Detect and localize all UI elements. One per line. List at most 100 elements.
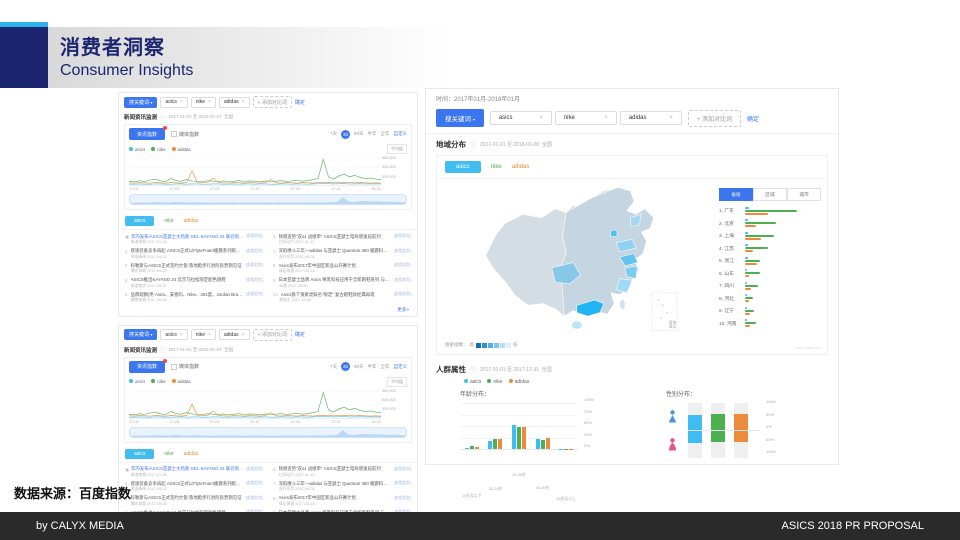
news-item[interactable]: 2. 疾速装备竞争再起 ASICS正式以FlyteFoam缓震系列跑鞋抢占中端“… (125, 480, 263, 492)
tab-nike[interactable]: nike (164, 450, 174, 457)
more-link[interactable]: 更多> (397, 306, 409, 312)
search-keyword-button[interactable]: 搜关键词 ▾ (436, 109, 484, 127)
view-trend-link[interactable]: [查看趋势] (245, 234, 263, 238)
news-item[interactable]: 3. 科勒斯与ASICS正式签约大使 落地跑步行进阶段营销见证 [查看趋势] 腾… (125, 495, 263, 506)
keyword-chip-asics[interactable]: asics × (489, 111, 552, 125)
remove-keyword-icon[interactable]: × (241, 331, 245, 338)
tab-asics[interactable]: asics (125, 448, 155, 459)
rank-row[interactable]: 7. 四川 (719, 280, 821, 291)
tab-asics[interactable]: asics (125, 216, 155, 226)
confirm-button[interactable]: 确定 (294, 332, 305, 338)
view-trend-link[interactable]: [查看趋势] (393, 263, 411, 267)
rank-row[interactable]: 6. 山东 (719, 268, 821, 279)
view-trend-link[interactable]: [查看趋势] (245, 495, 263, 500)
view-trend-link[interactable]: [查看趋势] (393, 292, 411, 296)
keyword-chip-nike[interactable]: nike × (190, 329, 216, 340)
news-item[interactable]: ▣ 年内发布!ASICS亚瑟士大热款 GEL-KAYANO 24 联名限定款回顾… (125, 466, 263, 477)
period-半年[interactable]: 半年 (367, 131, 377, 136)
view-trend-link[interactable]: [查看趋势] (245, 277, 263, 282)
tab-asics[interactable]: asics (445, 161, 481, 173)
news-item[interactable]: 5. 品牌观察|用 Asics、安德玛、Nike、361度、Jordan Bra… (125, 291, 263, 303)
remove-keyword-icon[interactable]: × (179, 99, 183, 105)
news-item[interactable]: 2. 疾速装备竞争再起 ASICS正式以FlyteFoam缓震系列跑鞋抢占中端“… (125, 248, 263, 259)
view-trend-link[interactable]: [查看趋势] (393, 495, 411, 500)
remove-keyword-icon[interactable]: × (539, 115, 543, 121)
rank-tab-城市[interactable]: 城市 (787, 188, 821, 201)
news-title[interactable]: ASICS推出KAYANO 24 北京马拉松限定配色跑鞋 (130, 277, 226, 282)
view-trend-link[interactable]: [查看趋势] (245, 466, 263, 471)
view-trend-link[interactable]: [查看趋势] (393, 277, 411, 282)
keyword-chip-nike[interactable]: nike × (190, 96, 216, 108)
media-index-checkbox[interactable]: 媒体指数 (171, 363, 199, 370)
period-30天[interactable]: 30 (340, 362, 350, 371)
period-30天[interactable]: 30 (340, 129, 350, 139)
news-item[interactable]: 10. Asics旗下鬼冢虎联名“限定” 复古跑鞋款经典再现 [查看趋势] 潮流… (273, 291, 411, 303)
news-title[interactable]: 疾速装备竞争再起 ASICS正式以FlyteFoam缓震系列跑鞋抢占中端“跑道” (130, 480, 244, 486)
time-brush[interactable] (129, 194, 407, 205)
news-title[interactable]: Asics发布2017年中国区新品公开赛计划 (278, 495, 356, 500)
news-title[interactable]: 品牌观察|用 Asics、安德玛、Nike、361度、Jordan Brand … (130, 291, 244, 297)
period-全年[interactable]: 全年 (380, 131, 390, 136)
index-type-button[interactable]: 资讯指数 (129, 126, 168, 140)
remove-keyword-icon[interactable]: × (179, 331, 183, 338)
news-item[interactable]: 8. Asics发布2017年中国区新品公开赛计划 [查看趋势] 体坛周报 20… (273, 495, 411, 506)
news-item[interactable]: 7. 深陷缠斗三年—adidas 与亚瑟士 Quantum 360 缓震科技 主… (273, 480, 411, 492)
remove-keyword-icon[interactable]: × (207, 331, 211, 338)
period-90天[interactable]: 90天 (353, 363, 364, 369)
news-title[interactable]: 年内发布!ASICS亚瑟士大热款 GEL-KAYANO 24 联名限定款回顾 (130, 233, 244, 239)
news-title[interactable]: 频频造势“双11 战绩单” ASICS亚瑟士电商增速居前列 (278, 233, 381, 239)
rank-row[interactable]: 2. 北京 (719, 218, 821, 229)
search-keyword-button[interactable]: 搜关键词 ▾ (124, 96, 158, 108)
keyword-chip-nike[interactable]: nike × (554, 111, 617, 125)
news-title[interactable]: 深陷缠斗三年—adidas 与亚瑟士 Quantum 360 缓震科技 主打潮流… (278, 248, 392, 253)
period-7天[interactable]: 7天 (329, 363, 337, 369)
rank-row[interactable]: 8. 河北 (719, 293, 821, 304)
view-trend-link[interactable]: [查看趋势] (393, 234, 411, 238)
tab-nike[interactable]: nike (490, 164, 502, 170)
news-title[interactable]: Asics旗下鬼冢虎联名“限定” 复古跑鞋款经典再现 (280, 291, 375, 297)
rank-row[interactable]: 9. 辽宁 (719, 305, 821, 316)
view-trend-link[interactable]: [查看趋势] (393, 481, 411, 485)
period-全年[interactable]: 全年 (380, 363, 390, 369)
tab-adidas[interactable]: adidas (511, 164, 530, 170)
news-title[interactable]: Asics发布2017年中国区新品公开赛计划 (278, 262, 356, 268)
remove-keyword-icon[interactable]: × (241, 99, 245, 105)
period-自定义[interactable]: 自定义 (393, 131, 408, 136)
add-compare-button[interactable]: + 添加对比词 (252, 96, 292, 108)
rank-tab-省份[interactable]: 省份 (719, 188, 753, 201)
news-item[interactable]: 6. 频频造势“双11 战绩单” ASICS亚瑟士电商增速居前列 [查看趋势] … (273, 233, 411, 245)
rank-row[interactable]: 1. 广东 (719, 205, 821, 216)
confirm-button[interactable]: 确定 (294, 99, 305, 106)
media-index-checkbox[interactable]: 媒体指数 (171, 131, 199, 138)
remove-keyword-icon[interactable]: × (669, 115, 673, 121)
news-item[interactable]: 9. 日本亚瑟士品牌 Asics 将黑科技应用于全新跑鞋系列 与新百伦正面竞争 … (273, 277, 411, 288)
add-compare-button[interactable]: + 添加对比词 (687, 109, 741, 127)
period-7天[interactable]: 7天 (329, 131, 337, 136)
view-trend-link[interactable]: [查看趋势] (245, 292, 263, 296)
confirm-button[interactable]: 确定 (747, 116, 760, 123)
rank-row[interactable]: 3. 上海 (719, 230, 821, 241)
time-brush[interactable] (129, 426, 407, 438)
news-title[interactable]: 年内发布!ASICS亚瑟士大热款 GEL-KAYANO 24 联名限定款回顾 (130, 466, 244, 471)
rank-row[interactable]: 10. 河南 (719, 318, 821, 329)
news-title[interactable]: 深陷缠斗三年—adidas 与亚瑟士 Quantum 360 缓震科技 主打潮流… (278, 480, 392, 486)
tab-adidas[interactable]: adidas (183, 218, 199, 224)
news-title[interactable]: 频频造势“双11 战绩单” ASICS亚瑟士电商增速居前列 (278, 466, 381, 471)
view-trend-link[interactable]: [查看趋势] (245, 263, 263, 267)
index-type-button[interactable]: 资讯指数 (129, 358, 168, 373)
view-trend-link[interactable]: [查看趋势] (245, 248, 263, 253)
news-item[interactable]: 6. 频频造势“双11 战绩单” ASICS亚瑟士电商增速居前列 [查看趋势] … (273, 466, 411, 477)
period-半年[interactable]: 半年 (367, 363, 377, 369)
period-自定义[interactable]: 自定义 (393, 363, 408, 369)
view-trend-link[interactable]: [查看趋势] (393, 248, 411, 253)
tab-adidas[interactable]: adidas (183, 450, 199, 457)
search-keyword-button[interactable]: 搜关键词 ▾ (124, 329, 158, 340)
news-item[interactable]: 7. 深陷缠斗三年—adidas 与亚瑟士 Quantum 360 缓震科技 主… (273, 248, 411, 259)
news-title[interactable]: 疾速装备竞争再起 ASICS正式以FlyteFoam缓震系列跑鞋抢占中端“跑道” (130, 248, 244, 253)
news-item[interactable]: 8. Asics发布2017年中国区新品公开赛计划 [查看趋势] 体坛周报 20… (273, 262, 411, 274)
keyword-chip-adidas[interactable]: adidas × (218, 329, 250, 340)
rank-tab-区域[interactable]: 区域 (753, 188, 787, 201)
keyword-chip-asics[interactable]: asics × (160, 96, 188, 108)
news-item[interactable]: 3. 科勒斯与ASICS正式签约大使 落地跑步行进阶段营销见证 [查看趋势] 腾… (125, 262, 263, 274)
remove-keyword-icon[interactable]: × (604, 115, 608, 121)
